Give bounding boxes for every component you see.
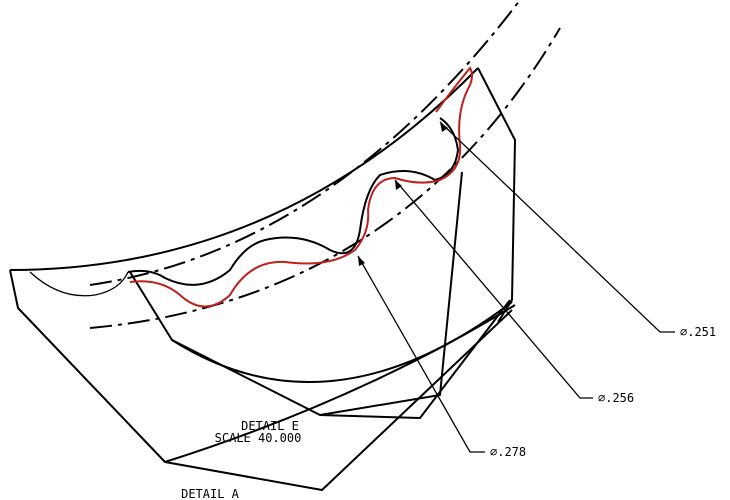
detail-title: DETAIL A <box>181 487 240 500</box>
detail-scale: SCALE 40.000 <box>215 431 302 445</box>
dimension-label: ⌀.256 <box>598 391 634 405</box>
dimension-label: ⌀.251 <box>680 325 716 339</box>
leaders <box>357 121 675 453</box>
detail-title: DETAIL E <box>241 419 299 433</box>
geometry <box>9 0 561 491</box>
dimension-label: ⌀.278 <box>490 445 526 459</box>
